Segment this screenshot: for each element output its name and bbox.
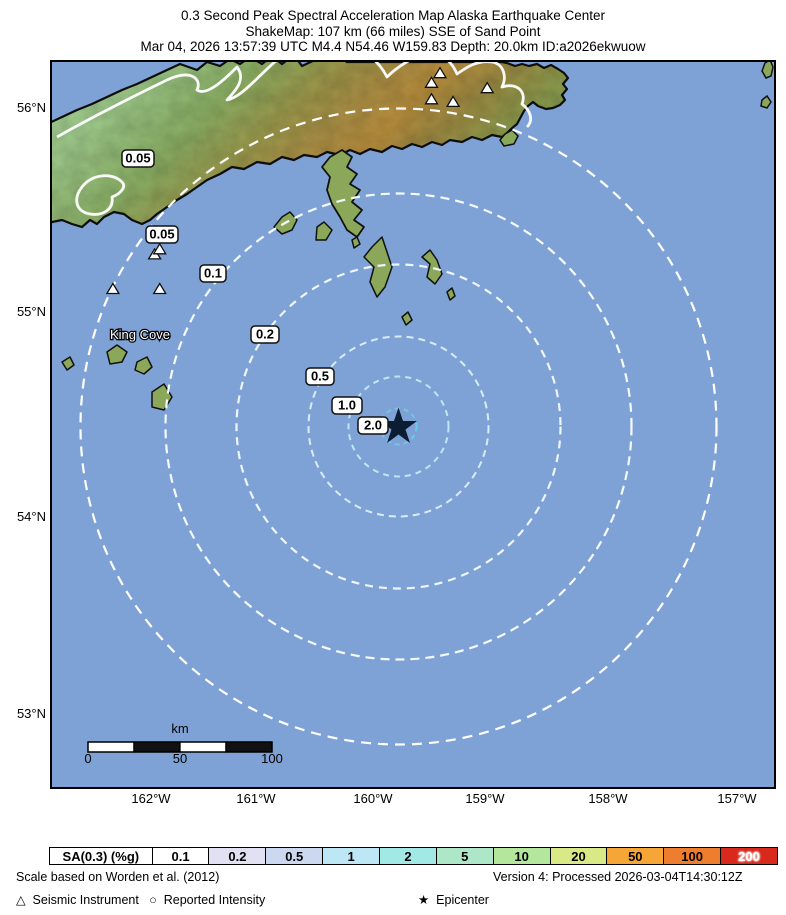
svg-text:King Cove: King Cove <box>110 327 170 342</box>
svg-text:2.0: 2.0 <box>364 418 382 433</box>
svg-text:0.2: 0.2 <box>256 327 274 342</box>
svg-text:100: 100 <box>261 751 283 766</box>
svg-text:50: 50 <box>173 751 187 766</box>
svg-text:1.0: 1.0 <box>338 398 356 413</box>
svg-text:0.1: 0.1 <box>204 266 222 281</box>
svg-text:0.5: 0.5 <box>311 369 329 384</box>
svg-text:km: km <box>171 721 188 736</box>
svg-text:0.05: 0.05 <box>125 151 150 166</box>
svg-text:0: 0 <box>84 751 91 766</box>
svg-text:0.05: 0.05 <box>149 227 174 242</box>
